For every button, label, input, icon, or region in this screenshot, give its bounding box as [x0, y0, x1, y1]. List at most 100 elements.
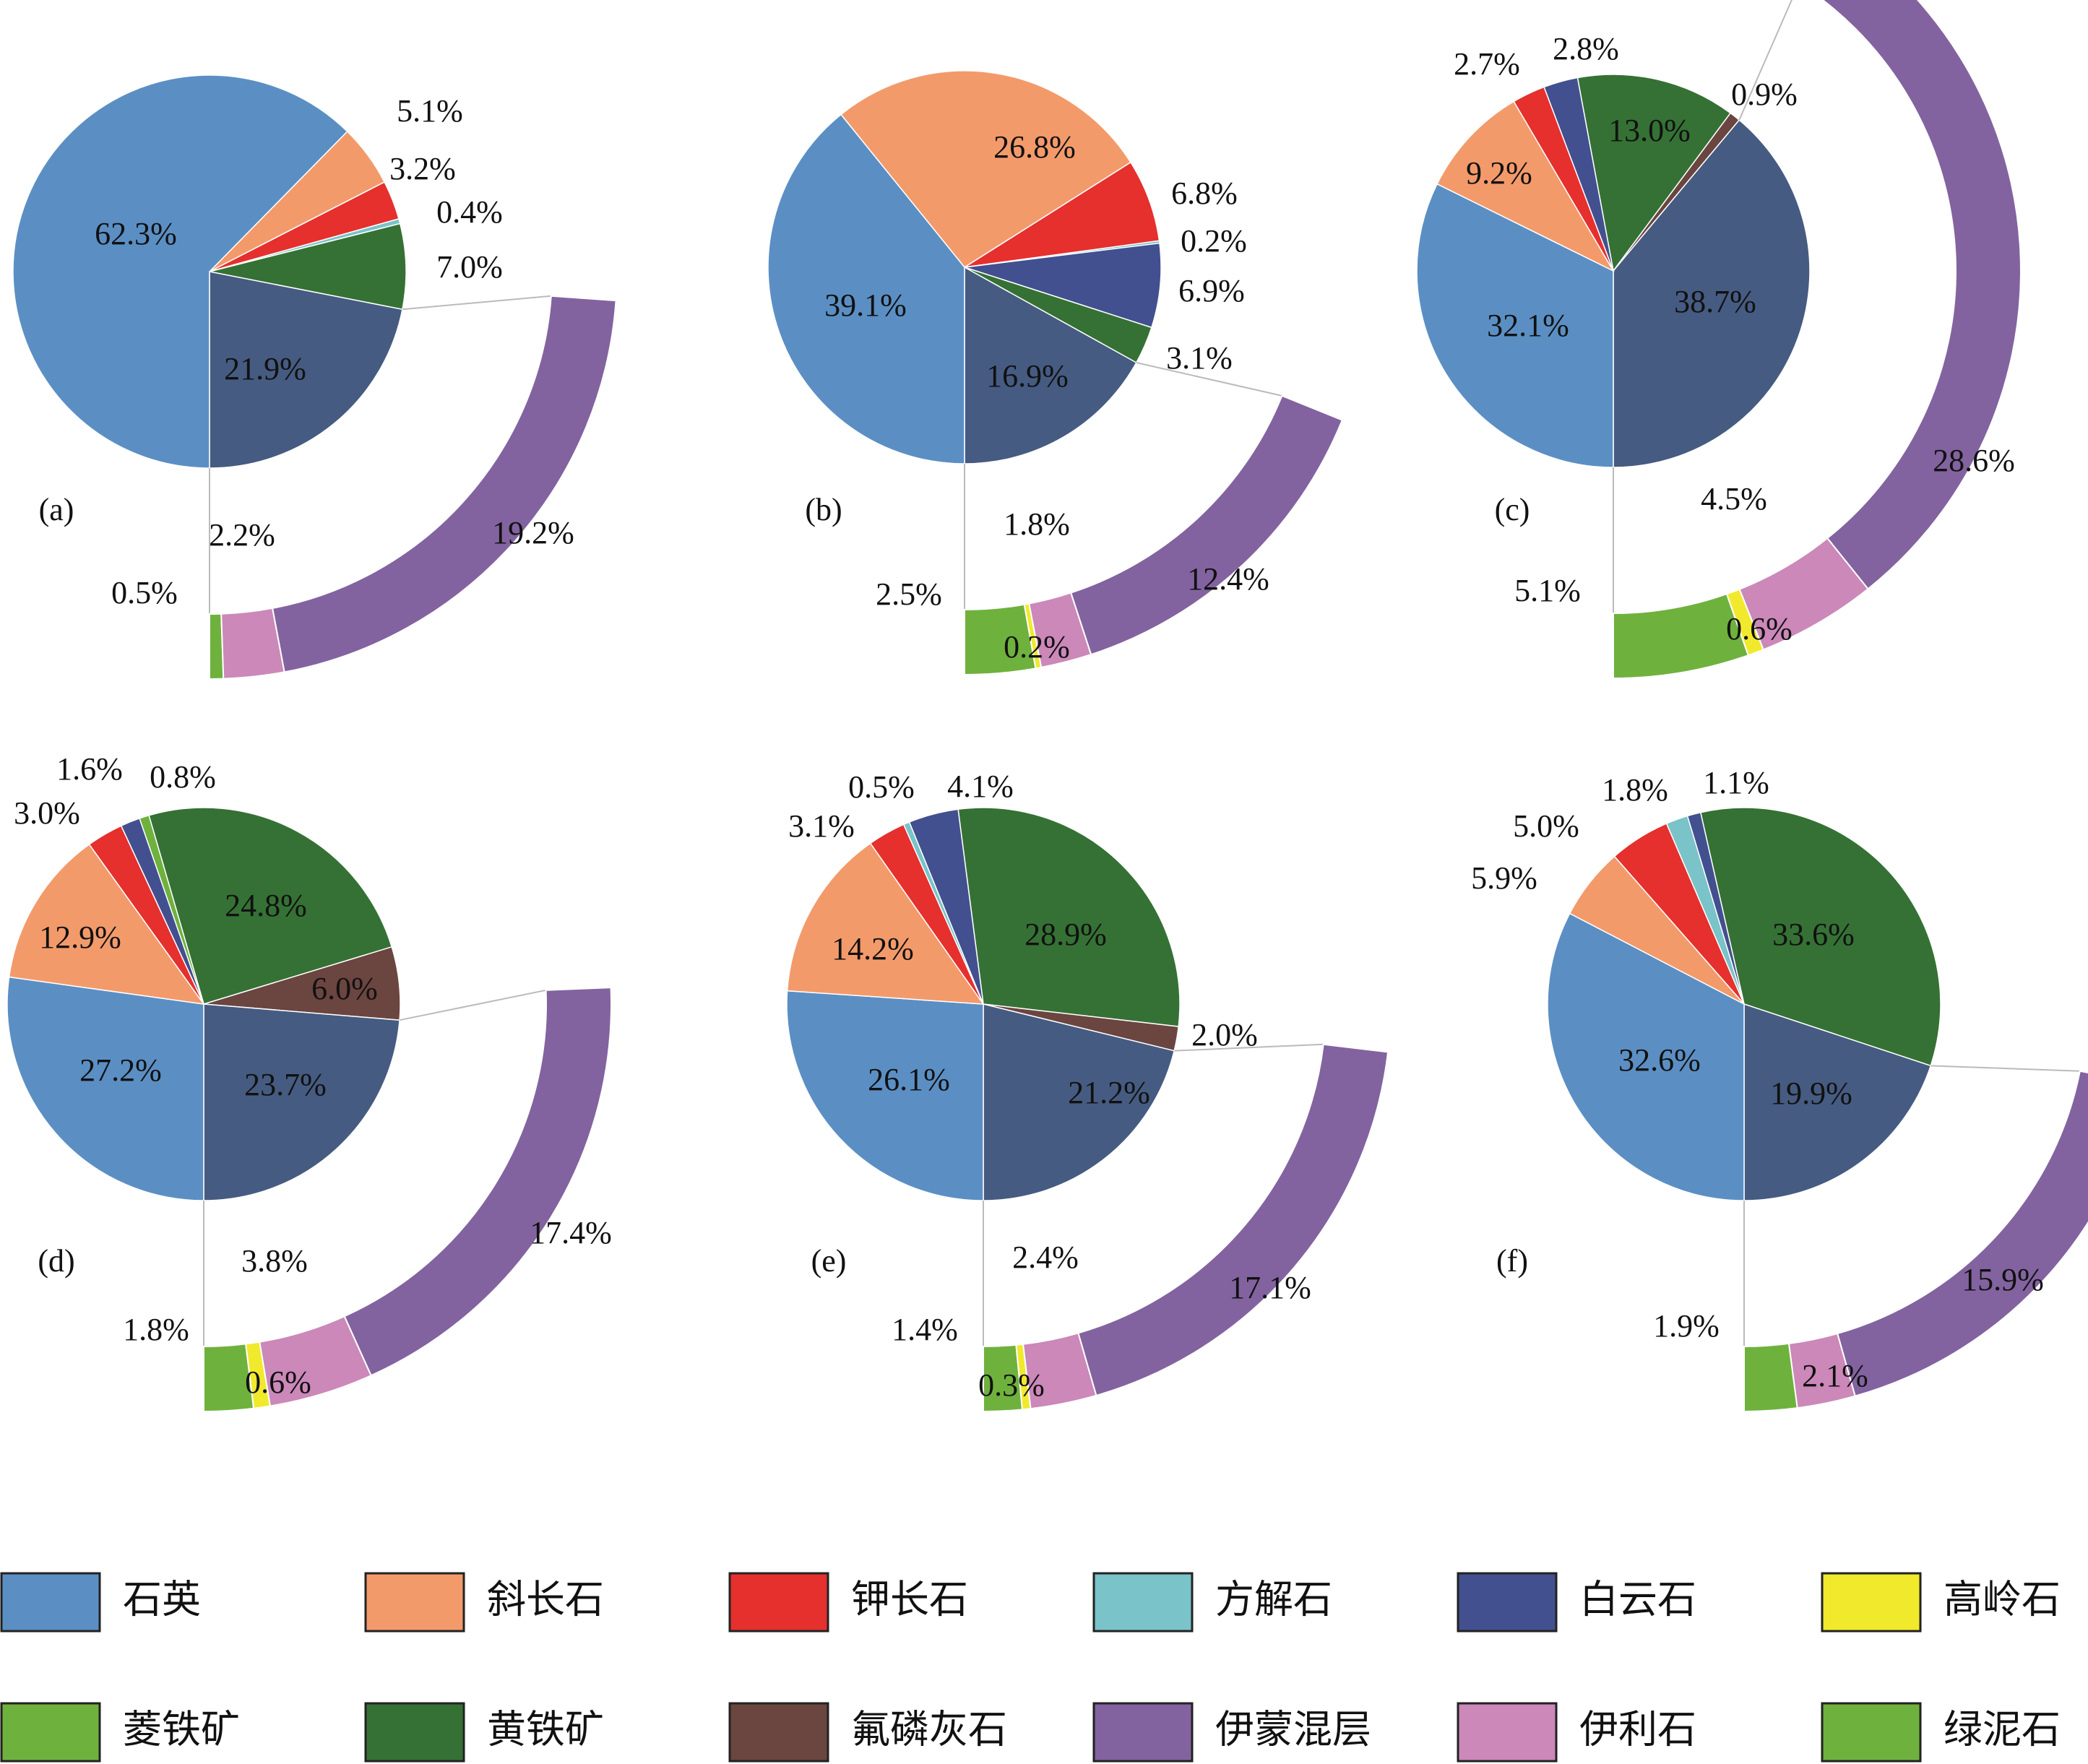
slice-label-e696b9e8a7a3e79fb3: 1.8%: [1602, 772, 1668, 808]
pie-slice-e79fb3e88bb1: [786, 990, 984, 1201]
legend-label: 黄铁矿: [487, 1708, 604, 1751]
slice-label-e696b9e8a7a3e79fb3: 0.5%: [848, 769, 915, 805]
pie-panel-3: 13.0% 0.9% 38.7% 32.1% 9.2% 2.7% 2.8% 5.1% 0.6% 4…: [1416, 0, 2022, 680]
pie-slice-e9bb8fe59c9fe79fbfe789a9: [203, 1003, 400, 1201]
pie-slice-e9bb8fe59c9fe79fbfe789a9: [209, 271, 403, 469]
legend-label: 钾长石: [851, 1578, 968, 1621]
legend-swatch: [728, 1572, 829, 1633]
connector-line-upper: [402, 295, 551, 311]
legend-swatch: [1457, 1572, 1558, 1633]
legend-swatch: [364, 1702, 465, 1763]
legend-label: 氟磷灰石: [851, 1708, 1007, 1751]
clay-label-e4bc8ae89299e6b7b7e5b182: 17.4%: [530, 1215, 612, 1250]
slice-label-e992bee995bfe79fb3: 3.1%: [788, 808, 855, 844]
clay-label-e4bc8ae588a9e79fb3: 2.2%: [209, 517, 275, 553]
legend-label: 伊利石: [1579, 1708, 1696, 1751]
panel-label: (a): [39, 492, 74, 527]
clay-label-e7bbbfe6b3a5e79fb3: 2.5%: [876, 576, 942, 612]
panel-label: (b): [805, 492, 842, 527]
slice-label-e992bee995bfe79fb3: 3.2%: [389, 151, 456, 186]
pie-panel-5: 28.9% 2.0% 21.2% 26.1% 14.2% 3.1%0.5% 4.1% 1.4%…: [786, 769, 1389, 1413]
connector-line-upper: [399, 989, 546, 1021]
legend-swatch: [728, 1702, 829, 1763]
legend-item-e4bc8ae588a9e79fb3: 伊利石: [1457, 1702, 1696, 1763]
slice-label-e6b09fe7a3b7e781b0e79fb3: 0.9%: [1731, 77, 1798, 112]
panel-label: (c): [1495, 492, 1530, 527]
slice-label-e9bb84e99381e79fbf: 24.8%: [225, 888, 307, 923]
slice-label-e799bde4ba91e79fb3: 2.8%: [1553, 31, 1619, 66]
slice-label-e9bb8fe59c9fe79fbfe789a9: 21.2%: [1068, 1075, 1150, 1110]
connector-line-upper: [1136, 362, 1282, 397]
slice-label-e79fb3e88bb1: 32.1%: [1487, 308, 1569, 343]
slice-label-e9bb8fe59c9fe79fbfe789a9: 38.7%: [1674, 284, 1756, 319]
legend-swatch: [1821, 1572, 1922, 1633]
legend-label: 斜长石: [487, 1578, 604, 1621]
legend-item-e79fb3e88bb1: 石英: [0, 1572, 201, 1633]
legend-item-e992bee995bfe79fb3: 钾长石: [728, 1572, 968, 1633]
clay-label-e9ab98e5b2ade79fb3: 0.3%: [978, 1367, 1045, 1403]
pie-slice-e9bb84e99381e79fbf: [1699, 807, 1941, 1067]
slice-label-e6969ce995bfe79fb3: 5.9%: [1471, 860, 1537, 896]
legend-label: 石英: [123, 1578, 201, 1621]
legend-item-e799bde4ba91e79fb3: 白云石: [1457, 1572, 1696, 1633]
clay-label-e4bc8ae588a9e79fb3: 2.1%: [1802, 1358, 1868, 1393]
slice-label-e799bde4ba91e79fb3: 4.1%: [947, 769, 1014, 804]
pie-slice-e799bde4ba91e79fb3: [1543, 77, 1614, 272]
clay-arc-e4bc8ae89299e6b7b7e5b182: [1836, 1070, 2088, 1397]
slice-label-e9bb8fe59c9fe79fbfe789a9: 21.9%: [224, 351, 306, 386]
clay-label-e4bc8ae89299e6b7b7e5b182: 17.1%: [1229, 1270, 1311, 1305]
slice-label-e696b9e8a7a3e79fb3: 0.4%: [436, 194, 503, 230]
clay-label-e4bc8ae588a9e79fb3: 2.4%: [1012, 1240, 1079, 1275]
clay-arc-e4bc8ae89299e6b7b7e5b182: [343, 987, 612, 1377]
pie-slice-e799bde4ba91e79fb3: [1686, 811, 1745, 1005]
pie-panel-2: 26.8% 6.8% 0.2% 6.9% 3.1% 16.9% 39.1% 2.5% 0.2% 1…: [767, 70, 1344, 676]
legend-item-e6969ce995bfe79fb3: 斜长石: [364, 1572, 604, 1633]
legend-swatch: [1092, 1572, 1194, 1633]
legend-label: 菱铁矿: [123, 1708, 240, 1751]
clay-label-e4bc8ae588a9e79fb3: 3.8%: [241, 1243, 308, 1279]
slice-label-e6969ce995bfe79fb3: 14.2%: [832, 931, 914, 967]
pie-slice-e6969ce995bfe79fb3: [1436, 100, 1615, 272]
pie-slice-e799bde4ba91e79fb3: [908, 808, 984, 1005]
pie-slice-e6969ce995bfe79fb3: [8, 843, 205, 1005]
clay-label-e7bbbfe6b3a5e79fb3: 1.8%: [123, 1312, 189, 1347]
pie-slice-e9bb8fe59c9fe79fbfe789a9: [983, 1003, 1175, 1201]
slice-label-e799bde4ba91e79fb3: 6.9%: [1178, 273, 1245, 308]
panel-label: (e): [811, 1243, 847, 1279]
pie-slice-e9bb84e99381e79fbf: [1576, 74, 1732, 272]
pie-slice-e9bb8fe59c9fe79fbfe789a9: [1743, 1003, 1932, 1201]
slice-label-e79fb3e88bb1: 39.1%: [824, 287, 907, 323]
pie-panel-6: 33.6% 19.9% 32.6% 5.9% 5.0% 1.8% 1.1% 1.9% 2.1% 1…: [1471, 765, 2088, 1413]
pie-slice-e9bb84e99381e79fbf: [957, 807, 1181, 1027]
clay-label-e4bc8ae588a9e79fb3: 1.8%: [1004, 506, 1070, 542]
slice-label-e9bb84e99381e79fbf: 13.0%: [1608, 113, 1691, 148]
slice-label-e9bb8fe59c9fe79fbfe789a9: 16.9%: [986, 358, 1069, 394]
pie-slice-e6969ce995bfe79fb3: [786, 842, 985, 1005]
pie-slice-e6969ce995bfe79fb3: [840, 70, 1131, 268]
clay-label-e7bbbfe6b3a5e79fb3: 1.4%: [892, 1312, 958, 1347]
pie-charts: 5.1% 3.2% 0.4% 7.0% 21.9% 62.3% 0.5% 2.2% 19.2% (…: [7, 0, 2088, 1413]
legend-item-e4bc8ae89299e6b7b7e5b182: 伊蒙混层: [1092, 1702, 1371, 1763]
clay-label-e7bbbfe6b3a5e79fb3: 0.5%: [111, 575, 178, 610]
legend-item-e696b9e8a7a3e79fb3: 方解石: [1092, 1572, 1332, 1633]
clay-arc-e4bc8ae89299e6b7b7e5b182: [1821, 0, 2022, 590]
clay-label-e4bc8ae89299e6b7b7e5b182: 15.9%: [1962, 1262, 2044, 1297]
slice-label-e6b09fe7a3b7e781b0e79fb3: 2.0%: [1191, 1017, 1258, 1052]
clay-label-e4bc8ae588a9e79fb3: 4.5%: [1701, 481, 1767, 516]
slice-label-e9bb84e99381e79fbf: 3.1%: [1166, 340, 1233, 376]
slice-label-e799bde4ba91e79fb3: 1.6%: [56, 751, 123, 787]
clay-label-e7bbbfe6b3a5e79fb3: 1.9%: [1653, 1308, 1720, 1344]
slice-label-e6969ce995bfe79fb3: 9.2%: [1466, 155, 1532, 191]
slice-label-e992bee995bfe79fb3: 2.7%: [1454, 46, 1520, 82]
slice-label-e6b09fe7a3b7e781b0e79fb3: 6.0%: [311, 971, 378, 1006]
clay-label-e4bc8ae89299e6b7b7e5b182: 28.6%: [1933, 443, 2015, 478]
slice-label-e79fb3e88bb1: 62.3%: [95, 216, 177, 251]
pie-panel-1: 5.1% 3.2% 0.4% 7.0% 21.9% 62.3% 0.5% 2.2% 19.2% (…: [12, 74, 617, 680]
slice-label-e79fb3e88bb1: 27.2%: [79, 1052, 162, 1088]
legend-swatch: [1821, 1702, 1922, 1763]
legend-item-e9ab98e5b2ade79fb3: 高岭石: [1821, 1572, 2061, 1633]
clay-arc-e4bc8ae89299e6b7b7e5b182: [271, 295, 617, 673]
pie-panel-4: 24.8% 6.0% 23.7% 27.2% 12.9% 3.0% 1.6% 0.8% 1.8%…: [7, 751, 612, 1413]
